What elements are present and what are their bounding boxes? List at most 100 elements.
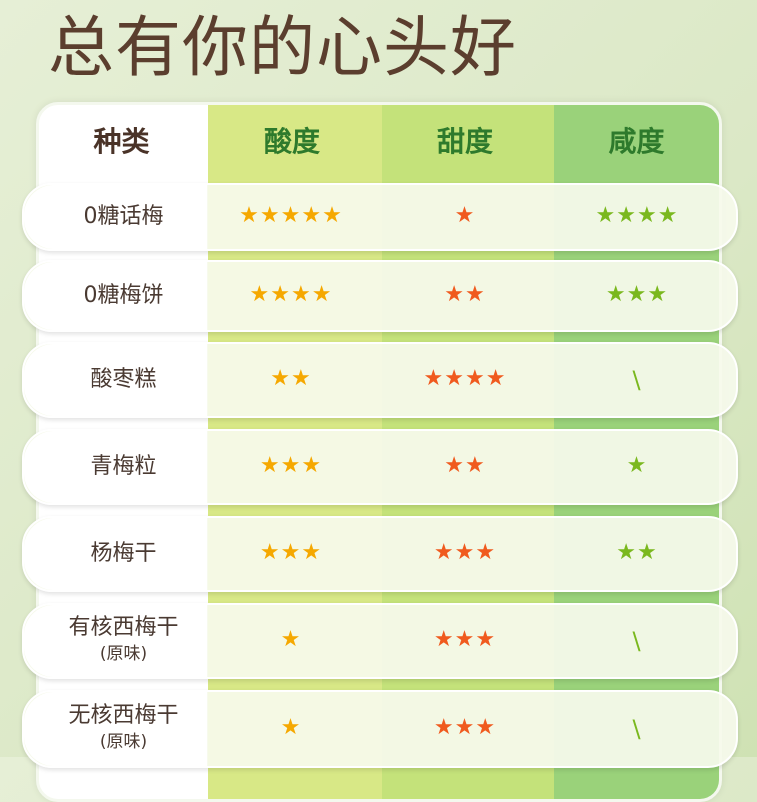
star-icon: ★ [595,203,617,228]
product-flavor: (原味) [99,732,148,752]
star-icon: ★ [454,715,476,740]
page-title: 总有你的心头好 [48,9,517,86]
star-icon: ★ [626,453,648,478]
table-row [22,603,738,679]
star-icon: ★ [465,366,486,391]
product-name-text: 0糖话梅 [83,204,164,229]
star-icon: ★ [322,203,343,228]
star-icon: ★ [454,627,476,652]
acid-rating-stars: ★ [205,715,377,740]
header-sweetness: 甜度 [436,125,493,158]
star-icon: ★ [280,203,302,228]
salty-none-mark: \ [632,715,642,743]
star-icon: ★ [280,627,302,652]
header-type: 种类 [93,125,150,158]
star-icon: ★ [433,627,455,652]
acid-rating-stars: ★ [205,627,377,652]
star-icon: ★ [280,540,302,565]
sweet-rating-stars: ★★★ [379,715,551,740]
name-cell-bg [24,692,207,766]
star-icon: ★ [291,366,312,391]
star-icon: ★ [239,203,260,228]
star-icon: ★ [605,282,627,307]
star-icon: ★ [465,282,486,307]
sweet-rating-stars: ★★ [379,282,551,307]
star-icon: ★ [444,453,465,478]
star-icon: ★ [616,203,637,228]
star-icon: ★ [626,282,648,307]
product-name-text: 杨梅干 [90,541,157,566]
star-icon: ★ [657,203,679,228]
product-name-text: 无核西梅干 [68,703,179,728]
star-icon: ★ [301,203,323,228]
product-name-text: 青梅粒 [90,454,157,479]
star-icon: ★ [444,282,465,307]
name-cell-bg [24,605,207,677]
star-icon: ★ [637,540,658,565]
salty-rating-stars: ★★ [551,540,723,565]
salty-none-mark: \ [632,366,642,394]
star-icon: ★ [259,203,281,228]
product-name: 无核西梅干 (原味) [40,703,207,755]
acid-rating-stars: ★★★ [205,540,377,565]
star-icon: ★ [259,453,281,478]
star-icon: ★ [647,282,669,307]
star-icon: ★ [270,366,291,391]
product-name: 0糖梅饼 [40,283,207,309]
product-flavor: (原味) [99,644,148,664]
star-icon: ★ [637,203,658,228]
star-icon: ★ [301,540,323,565]
star-icon: ★ [249,282,271,307]
acid-rating-stars: ★★★ [205,453,377,478]
product-name: 有核西梅干 (原味) [40,615,207,667]
star-icon: ★ [475,627,497,652]
star-icon: ★ [270,282,291,307]
star-icon: ★ [291,282,312,307]
table-row [22,429,738,505]
star-icon: ★ [475,715,497,740]
sweet-rating-stars: ★★ [379,453,551,478]
star-icon: ★ [311,282,333,307]
star-icon: ★ [433,715,455,740]
salty-rating-stars: ★★★ [551,282,723,307]
star-icon: ★ [433,540,455,565]
product-name-text: 有核西梅干 [68,615,179,640]
table-row [22,516,738,592]
star-icon: ★ [485,366,507,391]
star-icon: ★ [475,540,497,565]
acid-rating-stars: ★★ [205,366,377,391]
acid-rating-stars: ★★★★★ [205,203,377,228]
header-saltiness: 咸度 [608,125,665,158]
star-icon: ★ [280,453,302,478]
product-name: 青梅粒 [40,454,207,480]
sweet-rating-stars: ★ [379,203,551,228]
name-cell-bg [24,344,207,416]
sweet-rating-stars: ★★★ [379,540,551,565]
sweet-rating-stars: ★★★★ [379,366,551,391]
salty-rating-stars: ★ [551,453,723,478]
star-icon: ★ [301,453,323,478]
star-icon: ★ [454,203,476,228]
star-icon: ★ [444,366,465,391]
header-acidity: 酸度 [263,125,320,158]
star-icon: ★ [259,540,281,565]
product-name: 杨梅干 [40,541,207,567]
star-icon: ★ [465,453,486,478]
name-cell-bg [24,185,207,249]
name-cell-bg [24,518,207,590]
star-icon: ★ [423,366,445,391]
acid-rating-stars: ★★★★ [205,282,377,307]
salty-rating-stars: ★★★★ [551,203,723,228]
salty-none-mark: \ [632,627,642,655]
star-icon: ★ [616,540,637,565]
sweet-rating-stars: ★★★ [379,627,551,652]
product-name: 酸枣糕 [40,367,207,393]
product-name-text: 0糖梅饼 [83,283,164,308]
name-cell-bg [24,431,207,503]
product-name: 0糖话梅 [40,204,207,230]
table-row [22,342,738,418]
star-icon: ★ [280,715,302,740]
table-row [22,260,738,332]
table-row [22,183,738,251]
star-icon: ★ [454,540,476,565]
